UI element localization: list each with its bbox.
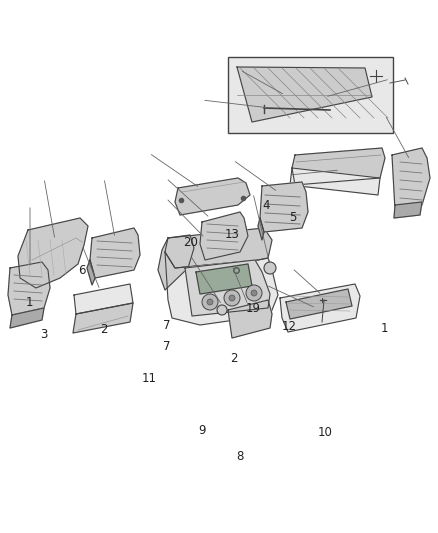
Polygon shape: [18, 218, 88, 288]
Text: 4: 4: [262, 199, 270, 212]
Polygon shape: [185, 260, 270, 316]
Polygon shape: [10, 308, 44, 328]
Polygon shape: [87, 260, 95, 285]
Circle shape: [264, 262, 276, 274]
Polygon shape: [292, 148, 385, 185]
Text: 3: 3: [40, 328, 47, 341]
Circle shape: [207, 299, 213, 305]
Text: 7: 7: [162, 340, 170, 353]
Polygon shape: [290, 168, 380, 195]
Polygon shape: [260, 182, 308, 232]
Text: 10: 10: [318, 426, 332, 439]
Circle shape: [246, 285, 262, 301]
Text: 2: 2: [230, 352, 237, 365]
Circle shape: [202, 294, 218, 310]
Polygon shape: [228, 300, 272, 338]
Text: 19: 19: [246, 302, 261, 314]
Polygon shape: [73, 303, 133, 333]
Circle shape: [229, 295, 235, 301]
Polygon shape: [280, 284, 360, 332]
Text: 11: 11: [141, 372, 156, 385]
Polygon shape: [237, 67, 372, 122]
Polygon shape: [196, 264, 252, 294]
Polygon shape: [394, 202, 422, 218]
Polygon shape: [165, 228, 272, 268]
Polygon shape: [8, 262, 50, 315]
FancyBboxPatch shape: [228, 57, 393, 133]
Circle shape: [251, 290, 257, 296]
Polygon shape: [165, 252, 278, 325]
Text: 12: 12: [282, 320, 297, 333]
Text: 6: 6: [78, 264, 86, 277]
Text: 5: 5: [289, 211, 296, 224]
Text: 1: 1: [381, 322, 389, 335]
Circle shape: [224, 290, 240, 306]
Text: 2: 2: [100, 323, 108, 336]
Polygon shape: [286, 289, 352, 319]
Polygon shape: [90, 228, 140, 278]
Text: 7: 7: [162, 319, 170, 332]
Text: 8: 8: [237, 450, 244, 463]
Text: 20: 20: [183, 236, 198, 249]
Polygon shape: [200, 212, 248, 260]
Polygon shape: [74, 284, 133, 314]
Polygon shape: [392, 148, 430, 210]
Text: 9: 9: [198, 424, 206, 437]
Circle shape: [217, 305, 227, 315]
Polygon shape: [175, 178, 250, 215]
Text: 1: 1: [26, 296, 34, 309]
Polygon shape: [258, 218, 264, 240]
Polygon shape: [158, 235, 194, 290]
Text: 13: 13: [225, 228, 240, 241]
